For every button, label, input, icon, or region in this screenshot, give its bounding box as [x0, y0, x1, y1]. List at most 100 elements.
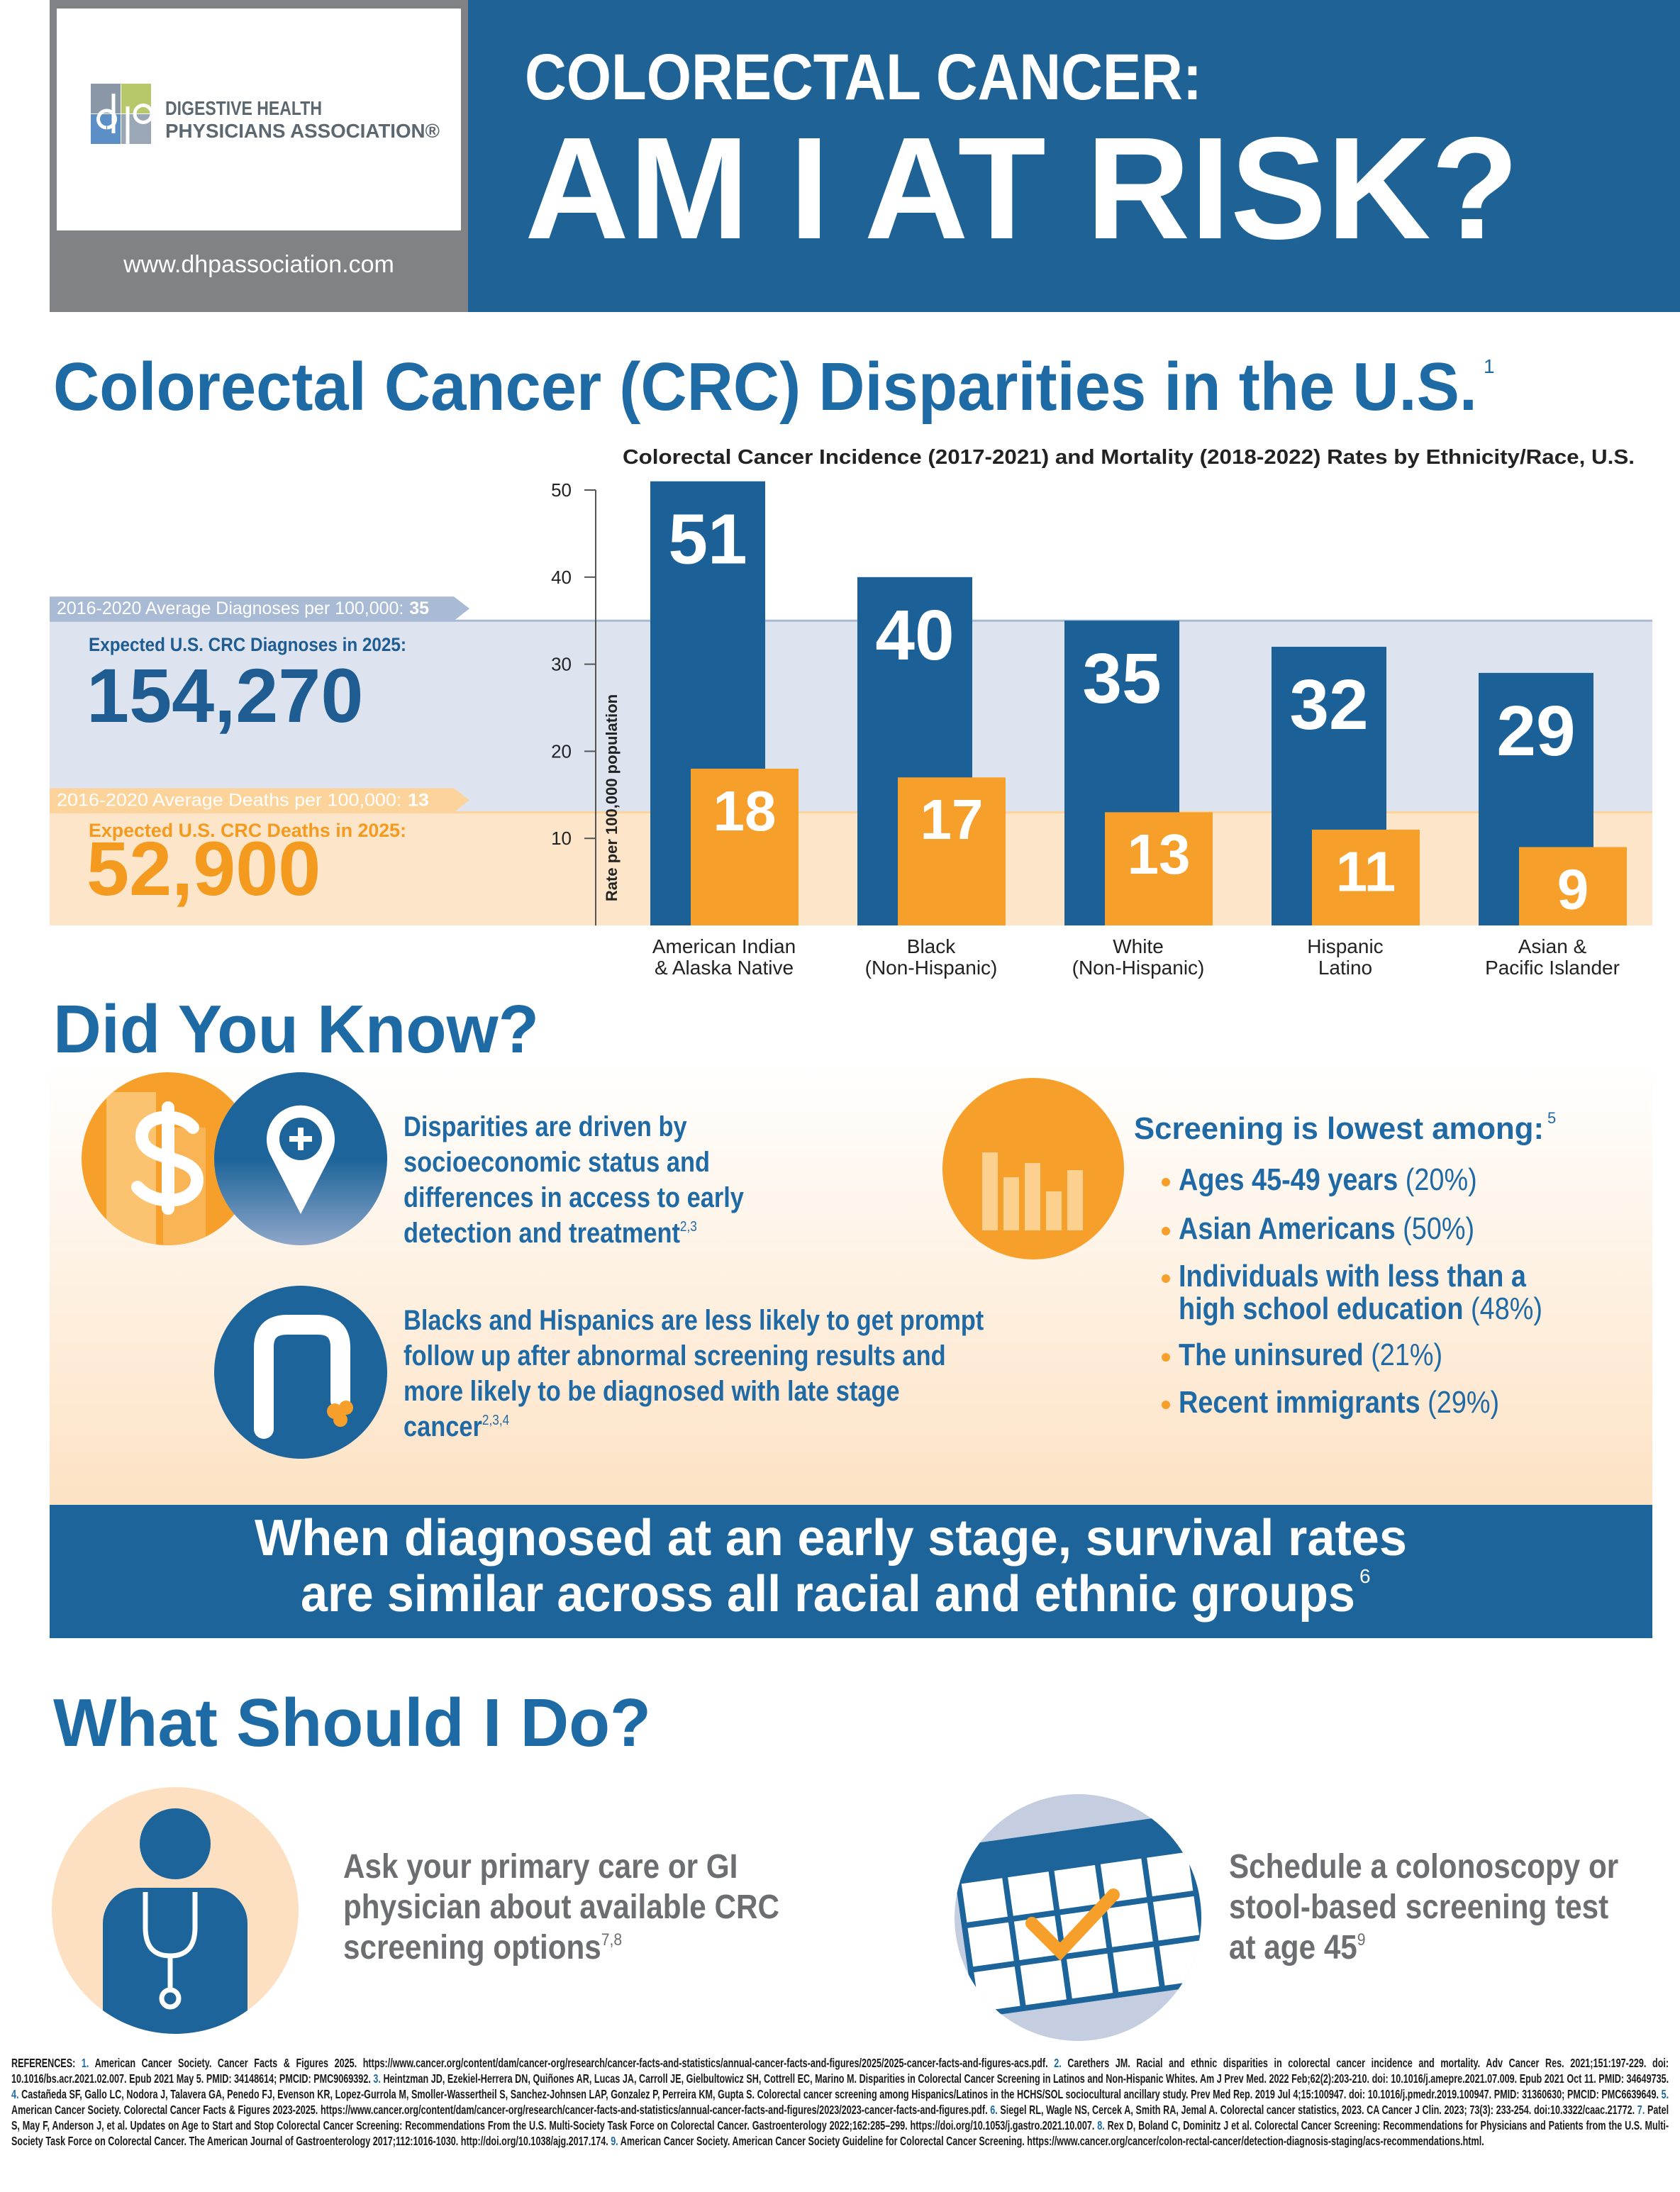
- icon-glyph: [131, 1101, 204, 1215]
- bullet: [1162, 1178, 1170, 1186]
- icon-shape: [1067, 1170, 1083, 1230]
- reference-text: Carethers JM. Racial and ethnic disparit…: [11, 2056, 1669, 2086]
- banner-text: are similar across all racial and ethnic…: [301, 1566, 1355, 1623]
- list-item-text: The uninsured (21%): [1179, 1339, 1581, 1372]
- references: REFERENCES: 1. American Cancer Society. …: [11, 2055, 1669, 2149]
- icon-shape: [1046, 1191, 1062, 1230]
- list-item: Ages 45-49 years (20%): [1162, 1164, 1647, 1196]
- icon-glyph: [1025, 1888, 1120, 1961]
- item-text: Individuals with less than a high school…: [1179, 1259, 1526, 1326]
- footnote-ref: 6: [1359, 1565, 1371, 1587]
- x-tick-label: Hispanic Latino: [1307, 935, 1384, 979]
- fact-text: Disparities are driven by socioeconomic …: [404, 1111, 744, 1249]
- list-item-text: Ages 45-49 years (20%): [1179, 1164, 1581, 1196]
- calendar-icon: [953, 1794, 1213, 2041]
- org-name: DIGESTIVE HEALTH: [165, 97, 322, 119]
- list-item: Individuals with less than a high school…: [1162, 1259, 1647, 1326]
- list-item-text: Asian Americans (50%): [1179, 1213, 1581, 1245]
- y-axis-label: Rate per 100,000 population: [603, 694, 621, 901]
- section-title: What Should I Do?: [53, 1685, 651, 1761]
- bar: [1519, 847, 1627, 925]
- action-text: Ask your primary care or GI physician ab…: [343, 1848, 779, 1966]
- reference-value: 35: [409, 599, 429, 618]
- action: Schedule a colonoscopy or stool-based sc…: [1229, 1847, 1622, 1968]
- action-text: Schedule a colonoscopy or stool-based sc…: [1229, 1848, 1619, 1966]
- fact: Disparities are driven by socioeconomic …: [404, 1109, 818, 1251]
- value-label: 17: [920, 788, 984, 851]
- reference-number: 2.: [1054, 2056, 1062, 2070]
- y-tick-label: 50: [551, 479, 572, 501]
- reference-number: 7.: [1637, 2103, 1645, 2117]
- bullet: [1162, 1353, 1170, 1362]
- money-icon: [82, 1072, 255, 1245]
- access-icon: [214, 1072, 387, 1245]
- icon-glyph: [964, 1854, 1203, 2009]
- reference-text: Patel S, May F, Anderson J, et al. Updat…: [11, 2103, 1669, 2132]
- annotation-label: Expected U.S. CRC Diagnoses in 2025:: [89, 634, 406, 655]
- y-tick-label: 30: [551, 654, 572, 675]
- icon-glyph: [143, 1892, 198, 1991]
- y-tick-label: 10: [551, 828, 572, 849]
- reference-number: 5.: [1661, 2087, 1669, 2101]
- reference-number: 1.: [81, 2056, 89, 2070]
- reference-text: Siegel RL, Wagle NS, Cercek A, Smith RA,…: [1000, 2103, 1635, 2117]
- references-label: REFERENCES:: [11, 2056, 76, 2070]
- chart-title: Colorectal Cancer Incidence (2017-2021) …: [623, 446, 1635, 469]
- bullet: [1162, 1401, 1170, 1409]
- bar: [691, 768, 799, 925]
- value-label: 32: [1289, 665, 1368, 745]
- bar: [898, 777, 1006, 925]
- item-percent: (21%): [1371, 1337, 1443, 1372]
- fact: Blacks and Hispanics are less likely to …: [404, 1303, 989, 1445]
- list-item: Recent immigrants (29%): [1162, 1386, 1647, 1419]
- fact-text: Blacks and Hispanics are less likely to …: [404, 1305, 984, 1442]
- value-label: 18: [713, 779, 777, 842]
- y-tick-label: 40: [551, 567, 572, 588]
- section-title: Colorectal Cancer (CRC) Disparities in t…: [53, 349, 1477, 425]
- banner-text: When diagnosed at an early stage, surviv…: [255, 1510, 1407, 1567]
- item-text: Asian Americans: [1179, 1211, 1396, 1246]
- icon-shape: [1003, 1177, 1019, 1230]
- chart: Colorectal Cancer Incidence (2017-2021) …: [50, 446, 1652, 925]
- reference-strip: [50, 788, 469, 813]
- logo-glyph: [96, 94, 154, 149]
- item-text: Ages 45-49 years: [1179, 1162, 1398, 1197]
- footnote-ref: 9: [1357, 1930, 1366, 1949]
- value-label: 9: [1557, 857, 1589, 920]
- reference-label: 2016-2020 Average Diagnoses per 100,000:…: [57, 599, 429, 618]
- header-band: [468, 0, 1680, 312]
- icon-shape: [1025, 1163, 1040, 1230]
- value-label: 11: [1336, 840, 1396, 903]
- reference-text: Castañeda SF, Gallo LC, Nodora J, Talave…: [21, 2087, 1659, 2101]
- reference-strip: [50, 596, 469, 621]
- reference-text: Heintzman JD, Ezekiel-Herrera DN, Quiñon…: [383, 2071, 1669, 2086]
- title: COLORECTAL CANCER:: [525, 41, 1202, 113]
- org-name: PHYSICIANS ASSOCIATION®: [165, 120, 440, 142]
- icon-shape: [103, 1888, 247, 2034]
- footnote-ref: 2,3: [679, 1219, 697, 1235]
- icon-glyph: [159, 1987, 182, 2010]
- action: Ask your primary care or GI physician ab…: [343, 1847, 818, 1968]
- banner: [50, 1505, 1652, 1638]
- icon-shape: [254, 1315, 350, 1439]
- reference-number: 8.: [1097, 2118, 1105, 2132]
- icon-shape: [982, 1152, 998, 1230]
- colon-icon: [214, 1286, 387, 1459]
- annotation-label: Expected U.S. CRC Deaths in 2025:: [89, 820, 406, 841]
- x-tick-label: American Indian & Alaska Native: [652, 935, 796, 979]
- item-percent: (20%): [1405, 1162, 1477, 1197]
- x-tick-label: Black (Non-Hispanic): [864, 935, 998, 979]
- annotation-figure: 154,270: [87, 652, 363, 738]
- icon-glyph: [289, 1128, 312, 1150]
- icon-shape: [140, 1808, 211, 1879]
- reference-number: 3.: [373, 2071, 381, 2086]
- x-tick-label: Asian & Pacific Islander: [1485, 935, 1620, 979]
- item-text: The uninsured: [1179, 1337, 1364, 1372]
- reference-label-text: 2016-2020 Average Deaths per 100,000:: [57, 790, 401, 810]
- reference-label-text: 2016-2020 Average Diagnoses per 100,000:: [57, 599, 404, 618]
- icon-shape: [339, 1401, 353, 1415]
- icon-circle: [214, 1286, 387, 1459]
- icon-shape: [333, 1413, 347, 1427]
- physician-icon: [52, 1787, 299, 2034]
- footnote-ref: 7,8: [601, 1930, 623, 1949]
